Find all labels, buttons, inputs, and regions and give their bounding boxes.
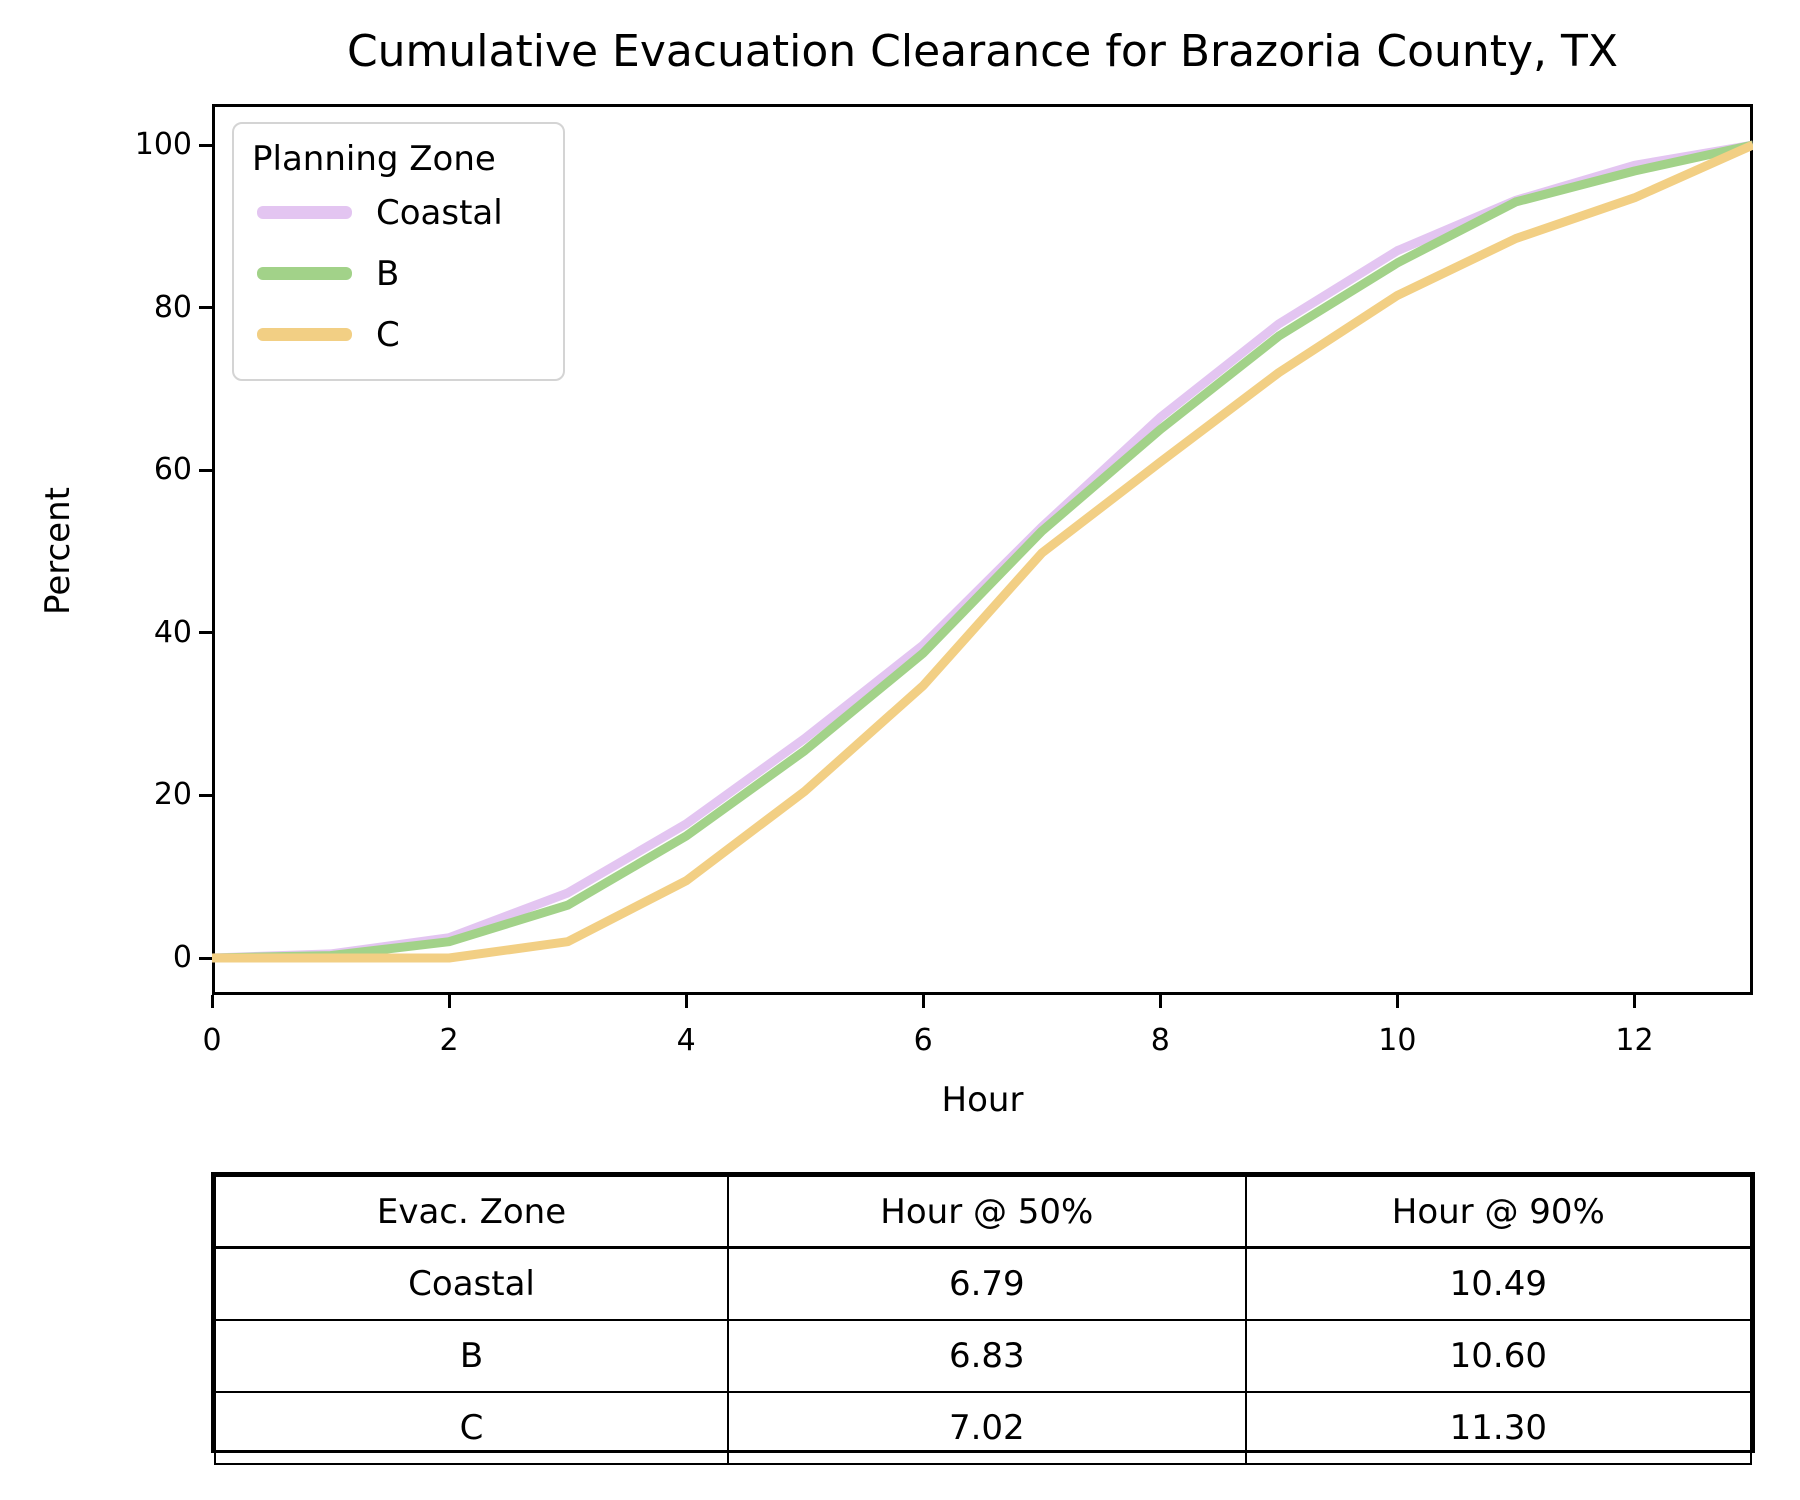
table-cell-zone: Coastal [213,1246,730,1321]
y-tick-mark-0 [199,956,212,960]
x-tick-mark-0 [210,995,214,1008]
series-line-c [212,140,1753,963]
y-tick-mark-60 [199,468,212,472]
y-tick-mark-80 [199,306,212,310]
table-cell-hour50: 6.79 [727,1246,1247,1321]
x-tick-label-8: 8 [1150,1023,1170,1058]
legend-title: Planning Zone [252,139,496,179]
x-axis-label: Hour [941,1080,1024,1120]
x-tick-label-10: 10 [1378,1023,1417,1058]
x-tick-mark-12 [1632,995,1636,1008]
x-tick-mark-2 [447,995,451,1008]
x-tick-mark-8 [1158,995,1162,1008]
y-tick-label-100: 100 [134,127,192,162]
legend-label-b: B [376,253,400,294]
y-tick-mark-100 [199,143,212,147]
table-cell-hour90: 11.30 [1244,1391,1753,1465]
x-tick-label-12: 12 [1615,1023,1654,1058]
x-tick-label-4: 4 [676,1023,696,1058]
legend-swatch-b [257,267,352,280]
legend-entry-b: B [234,243,563,304]
table-cell-hour50: 7.02 [727,1391,1247,1465]
legend-swatch-c [257,328,352,341]
chart-title: Cumulative Evacuation Clearance for Braz… [346,26,1619,77]
y-tick-label-60: 60 [153,452,192,488]
y-tick-mark-40 [199,631,212,635]
y-tick-label-0: 0 [172,940,192,975]
legend: Planning Zone Coastal B C [232,122,565,381]
x-tick-mark-6 [921,995,925,1008]
y-axis-label: Percent [38,487,78,615]
table-header-cell-hour-50-: Hour @ 50% [727,1175,1247,1249]
legend-swatch-coastal [257,206,352,219]
legend-entries: Coastal B C [234,182,563,365]
table-cell-hour90: 10.60 [1244,1319,1753,1393]
table-row-coastal: Coastal 6.79 10.49 [213,1246,1753,1321]
table-cell-zone: B [213,1319,730,1393]
table-cell-zone: C [213,1391,730,1465]
legend-label-c: C [376,314,400,355]
series-line-b [212,140,1753,963]
y-tick-label-40: 40 [153,614,192,650]
table-header-cell-evac-zone: Evac. Zone [213,1175,730,1249]
summary-table: Evac. Zone Hour @ 50% Hour @ 90% Coastal 6.… [211,1172,1755,1465]
y-tick-label-20: 20 [153,777,192,813]
legend-entry-coastal: Coastal [234,182,563,243]
y-tick-mark-20 [199,793,212,797]
y-tick-label-80: 80 [153,289,192,325]
line-chart [212,140,1753,963]
table-cell-hour50: 6.83 [727,1319,1247,1393]
x-tick-mark-10 [1395,995,1399,1008]
table-row-b: B 6.83 10.60 [213,1319,1753,1393]
x-tick-label-6: 6 [913,1023,933,1058]
x-tick-label-0: 0 [202,1023,222,1058]
x-tick-mark-4 [684,995,688,1008]
legend-label-coastal: Coastal [376,192,503,233]
table-header-cell-hour-90-: Hour @ 90% [1244,1175,1753,1249]
table-header-row: Evac. Zone Hour @ 50% Hour @ 90% [213,1175,1753,1249]
x-tick-label-2: 2 [439,1023,459,1058]
legend-entry-c: C [234,304,563,365]
table-cell-hour90: 10.49 [1244,1246,1753,1321]
table-row-c: C 7.02 11.30 [213,1391,1753,1465]
